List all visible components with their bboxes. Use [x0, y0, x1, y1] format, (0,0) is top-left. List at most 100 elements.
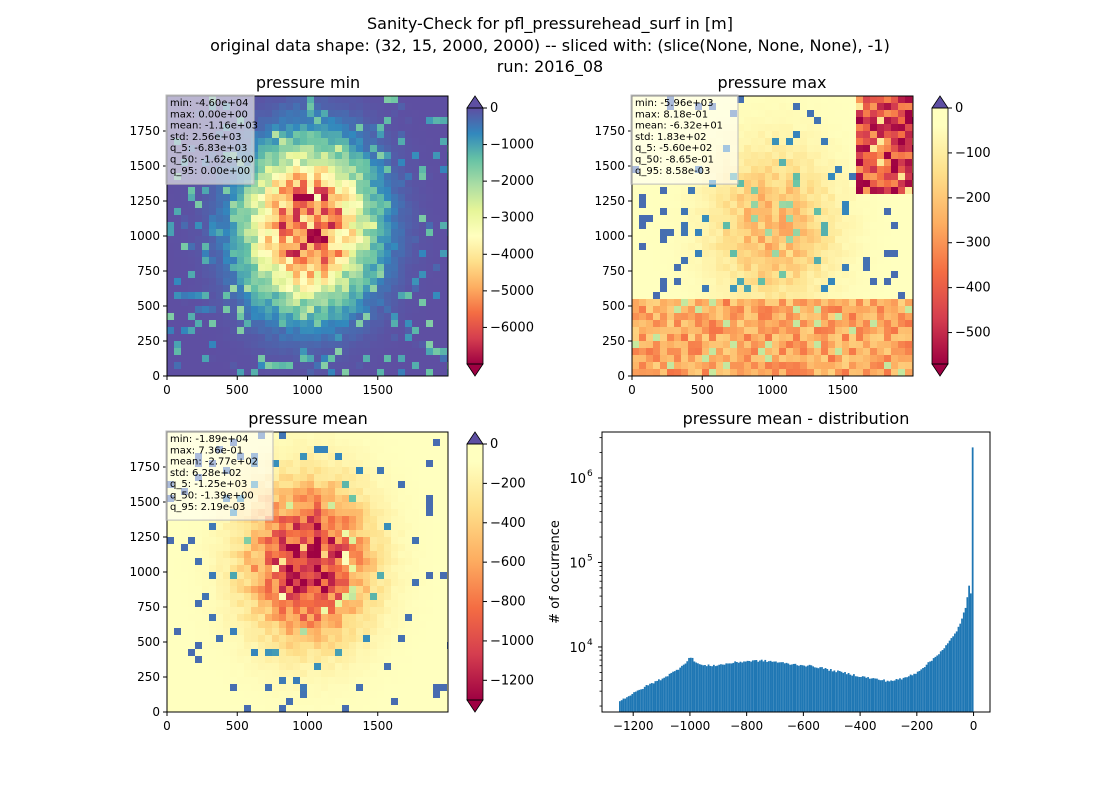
heat-cell	[695, 369, 703, 376]
heat-cell	[646, 285, 654, 293]
heat-cell	[356, 285, 364, 293]
heat-cell	[412, 208, 420, 216]
heat-cell	[793, 313, 801, 321]
heat-cell	[674, 334, 682, 342]
heat-cell	[293, 117, 301, 125]
heat-cell	[807, 145, 815, 153]
heat-cell	[405, 495, 413, 503]
heat-cell	[251, 313, 259, 321]
heat-cell	[702, 292, 710, 300]
heat-cell	[377, 572, 385, 580]
heat-cell	[786, 369, 794, 376]
heat-cell	[321, 558, 329, 566]
heat-cell	[674, 327, 682, 335]
heat-cell	[237, 194, 245, 202]
heat-cell	[398, 684, 406, 692]
heat-cell	[391, 642, 399, 650]
heat-cell	[405, 96, 413, 104]
heat-cell	[807, 362, 815, 370]
heat-cell	[419, 607, 427, 615]
heat-cell	[426, 110, 434, 118]
heat-cell	[370, 173, 378, 181]
heat-cell	[272, 180, 280, 188]
heat-cell	[884, 229, 892, 237]
heat-cell	[230, 194, 238, 202]
heat-cell	[660, 299, 668, 307]
heat-cell	[751, 257, 759, 265]
heat-cell	[293, 572, 301, 580]
heat-cell	[230, 649, 238, 657]
heat-cell	[744, 159, 752, 167]
heat-cell	[730, 271, 738, 279]
heat-cell	[660, 341, 668, 349]
heat-cell	[786, 222, 794, 230]
heat-cell	[793, 327, 801, 335]
heat-cell	[660, 257, 668, 265]
heat-cell	[279, 551, 287, 559]
heat-cell	[370, 558, 378, 566]
heat-cell	[891, 229, 899, 237]
heat-cell	[821, 243, 829, 251]
heat-cell	[772, 334, 780, 342]
heat-cell	[258, 656, 266, 664]
heat-cell	[370, 201, 378, 209]
heat-cell	[758, 292, 766, 300]
heat-cell	[202, 229, 210, 237]
heat-cell	[272, 222, 280, 230]
heat-cell	[405, 670, 413, 678]
heat-cell	[884, 250, 892, 258]
heat-cell	[419, 243, 427, 251]
heat-cell	[349, 243, 357, 251]
heat-cell	[646, 250, 654, 258]
heat-cell	[174, 663, 182, 671]
heat-cell	[216, 663, 224, 671]
heat-cell	[223, 684, 231, 692]
heat-cell	[384, 621, 392, 629]
heat-cell	[370, 495, 378, 503]
heat-cell	[758, 152, 766, 160]
heat-cell	[737, 194, 745, 202]
heat-cell	[870, 124, 878, 132]
heat-cell	[167, 320, 175, 328]
heat-cell	[391, 635, 399, 643]
heat-cell	[751, 327, 759, 335]
heat-cell	[660, 236, 668, 244]
heat-cell	[377, 663, 385, 671]
heat-cell	[639, 369, 647, 376]
y-tick-label: 1750	[594, 124, 625, 138]
heat-cell	[272, 159, 280, 167]
heat-cell	[419, 537, 427, 545]
heat-cell	[286, 460, 294, 468]
heat-cell	[230, 677, 238, 685]
heat-cell	[272, 166, 280, 174]
heat-cell	[321, 488, 329, 496]
colorbar-tick-label: 0	[955, 101, 963, 116]
heat-cell	[349, 439, 357, 447]
heat-cell	[209, 670, 217, 678]
heat-cell	[202, 236, 210, 244]
heat-cell	[167, 299, 175, 307]
heat-cell	[419, 306, 427, 314]
heat-cell	[419, 327, 427, 335]
heat-cell	[349, 180, 357, 188]
heat-cell	[216, 194, 224, 202]
heat-cell	[279, 698, 287, 706]
heat-cell	[300, 495, 308, 503]
heat-cell	[293, 215, 301, 223]
heat-cell	[286, 628, 294, 636]
heat-cell	[265, 299, 273, 307]
heat-cell	[730, 320, 738, 328]
heat-cell	[265, 663, 273, 671]
heat-cell	[419, 271, 427, 279]
heat-cell	[849, 264, 857, 272]
heat-cell	[321, 278, 329, 286]
heat-cell	[216, 586, 224, 594]
heat-cell	[342, 439, 350, 447]
heat-cell	[660, 264, 668, 272]
heat-cell	[188, 565, 196, 573]
heat-cell	[765, 236, 773, 244]
heat-cell	[433, 642, 441, 650]
heat-cell	[272, 103, 280, 111]
heat-cell	[202, 215, 210, 223]
heat-cell	[202, 292, 210, 300]
